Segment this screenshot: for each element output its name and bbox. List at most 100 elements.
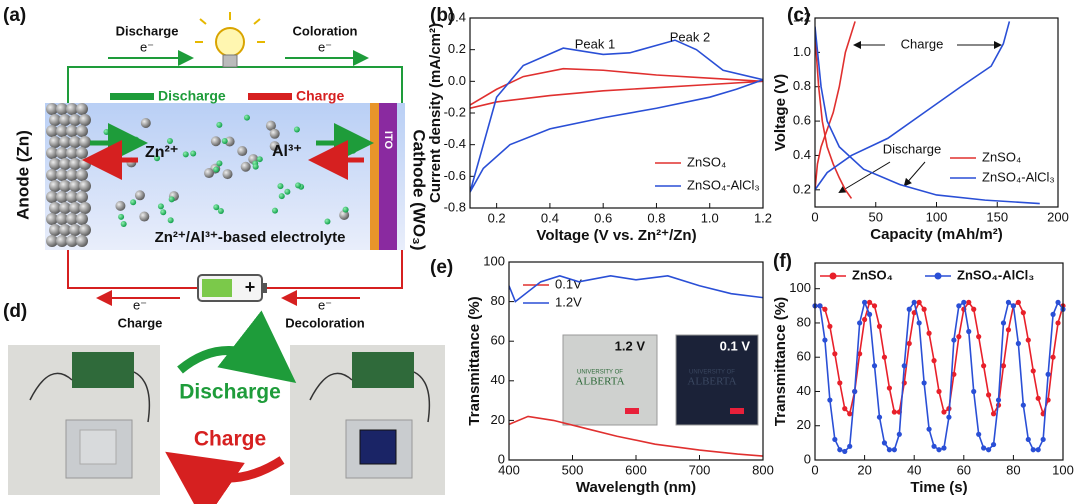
al-ion	[213, 204, 220, 211]
anode-particle	[46, 213, 58, 225]
data-point	[886, 447, 893, 453]
data-point	[995, 397, 1002, 403]
legend-marker	[934, 272, 942, 280]
al-ion	[278, 193, 285, 200]
al-ion	[182, 151, 189, 158]
inset: 1.2 V UNIVERSITY OF ALBERTA	[562, 334, 658, 426]
x-axis-title: Wavelength (nm)	[576, 479, 696, 496]
anode-particle	[59, 202, 71, 214]
data-point	[871, 363, 878, 369]
anode-particle	[79, 158, 91, 170]
annotation: Peak 2	[670, 29, 710, 44]
y-tick-label: 60	[797, 349, 811, 364]
y-tick-label: 100	[483, 253, 505, 268]
data-point	[926, 330, 932, 336]
anode-particle	[76, 169, 88, 181]
label: Al³⁺	[272, 143, 302, 160]
data-point	[1000, 320, 1007, 326]
y-tick-label: 0	[498, 451, 505, 466]
data-point	[936, 447, 942, 453]
data-point	[842, 448, 848, 455]
data-point	[817, 303, 823, 309]
data-point	[857, 351, 863, 357]
data-point	[936, 388, 942, 395]
legend-label: ZnSO₄	[982, 149, 1021, 164]
y-tick-label: 60	[491, 333, 505, 348]
anode-particle	[69, 224, 81, 236]
data-point	[862, 299, 868, 305]
anode-particle	[69, 136, 81, 148]
y-tick-label: 0.8	[793, 78, 811, 93]
x-tick-label: 0.8	[647, 210, 665, 225]
al-ion	[120, 220, 127, 227]
zn-ion	[115, 200, 126, 211]
x-tick-label: 80	[1006, 462, 1020, 477]
data-point	[1025, 337, 1031, 343]
data-point	[876, 414, 883, 420]
label: ITO	[382, 131, 394, 150]
y-tick-label: 0.2	[793, 181, 811, 196]
x-tick-label: 200	[1047, 209, 1069, 224]
data-point	[901, 363, 907, 369]
data-point	[1010, 303, 1017, 309]
anode-particle	[76, 235, 88, 247]
anode-particle	[56, 169, 68, 181]
data-point	[921, 306, 927, 312]
data-point	[1035, 447, 1041, 453]
x-tick-label: 20	[857, 462, 871, 477]
y-tick-label: -0.8	[444, 199, 466, 214]
panel-label: (c)	[787, 5, 810, 26]
data-point	[822, 306, 828, 312]
svg-text:+: +	[245, 277, 256, 297]
photo	[8, 345, 160, 495]
data-point	[871, 303, 878, 309]
anode-particle	[46, 169, 58, 181]
x-tick-label: 0.2	[488, 210, 506, 225]
data-point	[832, 436, 838, 443]
data-point	[886, 385, 893, 391]
data-point	[881, 354, 888, 360]
al-ion	[216, 160, 223, 167]
data-point	[906, 306, 912, 312]
data-point	[1015, 299, 1021, 305]
y-axis-title: Transmittance (%)	[772, 297, 789, 426]
anode-particle	[66, 125, 78, 137]
data-point	[1000, 363, 1007, 369]
anode-particle	[46, 103, 58, 115]
data-point	[847, 411, 853, 417]
al-ion	[118, 213, 125, 220]
al-ion	[243, 114, 250, 121]
zn-ion	[204, 168, 215, 179]
data-point	[981, 363, 987, 369]
label: e⁻	[140, 39, 154, 54]
legend-label: ZnSO₄-AlCl₃	[957, 267, 1034, 282]
x-tick-label: 600	[625, 462, 647, 477]
data-point	[1030, 368, 1036, 374]
data-point	[1035, 395, 1041, 401]
x-tick-label: 0.4	[541, 210, 559, 225]
data-point	[1050, 354, 1056, 360]
arrow	[177, 310, 297, 384]
data-point	[951, 337, 957, 343]
data-point	[1030, 447, 1036, 453]
anode-particle	[56, 191, 68, 203]
al-ion	[256, 156, 263, 163]
anode-particle	[66, 235, 78, 247]
al-ion	[293, 126, 300, 133]
data-point	[862, 316, 868, 323]
label: Decoloration	[285, 315, 365, 330]
data-point	[916, 299, 922, 305]
label: Discharge	[116, 23, 179, 38]
anode-particle	[56, 103, 68, 115]
plot-frame	[469, 17, 764, 209]
x-tick-label: 700	[689, 462, 711, 477]
x-tick-label: 0.6	[594, 210, 612, 225]
anode-particle	[46, 125, 58, 137]
y-tick-label: 0.6	[793, 113, 811, 128]
x-tick-label: 60	[957, 462, 971, 477]
inset-label: 0.1 V	[720, 338, 751, 353]
data-point	[976, 334, 982, 340]
logo-text: UNIVERSITY OF	[577, 370, 623, 376]
data-point	[946, 414, 952, 420]
